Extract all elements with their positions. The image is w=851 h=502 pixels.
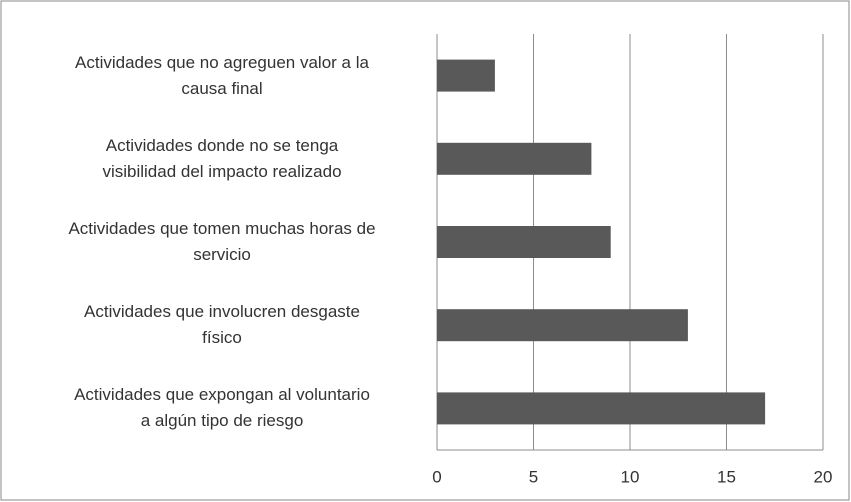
y-tick-label: Actividades que involucren desgaste físi… (84, 302, 360, 348)
x-tick-label: 5 (529, 467, 538, 486)
x-tick-label: 10 (621, 467, 640, 486)
x-tick-label: 0 (432, 467, 441, 486)
bar (437, 59, 495, 92)
bar (437, 392, 766, 425)
y-tick-label: Actividades que expongan al voluntario a… (74, 385, 370, 431)
bar (437, 142, 592, 175)
bar (437, 309, 688, 342)
bar (437, 226, 611, 258)
x-tick-label: 15 (717, 467, 736, 486)
y-tick-label: Actividades que tomen muchas horas de se… (68, 219, 376, 264)
x-tick-label: 20 (814, 467, 833, 486)
y-tick-label: Actividades donde no se tenga visibilida… (102, 135, 342, 181)
y-tick-label: Actividades que no agreguen valor a la c… (75, 52, 369, 98)
